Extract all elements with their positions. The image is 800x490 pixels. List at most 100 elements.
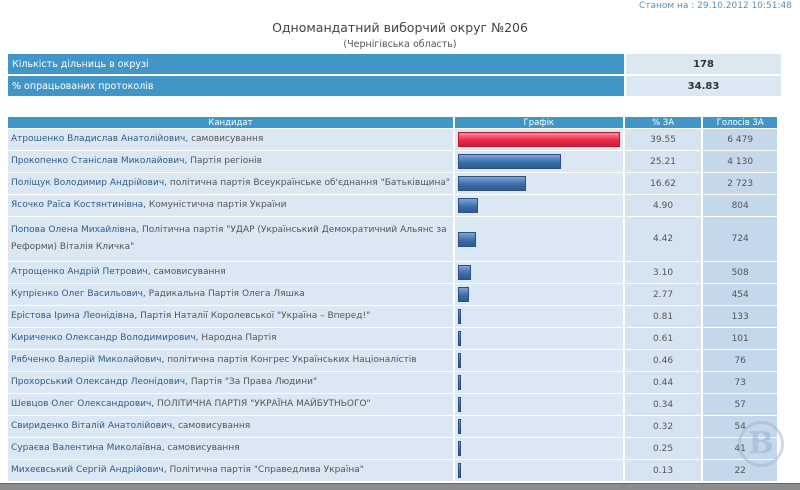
pct-cell: 2.77 — [624, 284, 702, 305]
table-row: Сураєва Валентина Миколаївна, самовисува… — [8, 438, 777, 459]
vote-bar — [457, 375, 461, 390]
pct-cell: 0.13 — [624, 460, 702, 481]
candidate-party: політична партія Конгрес Українських Нац… — [164, 355, 417, 365]
chart-cell — [454, 394, 623, 415]
vote-bar — [457, 154, 562, 169]
table-row: Рябченко Валерій Миколайович, політична … — [8, 350, 777, 371]
candidate-name: Атрощенко Андрій Петрович, — [11, 267, 151, 277]
vote-bar — [457, 265, 471, 280]
page-title: Одномандатний виборчий округ №206 — [272, 20, 528, 35]
vote-bar — [457, 441, 461, 456]
candidate-cell: Поліщук Володимир Андрійович, політична … — [8, 173, 453, 194]
summary-label: % опрацьованих протоколів — [8, 76, 626, 96]
summary-row-processed: % опрацьованих протоколів 34.83 — [8, 76, 781, 96]
candidate-name: Свириденко Віталій Анатолійович, — [11, 421, 176, 431]
votes-cell: 724 — [703, 217, 777, 261]
pct-cell: 16.62 — [624, 173, 702, 194]
table-row: Прокопенко Станіслав Миколайович, Партія… — [8, 151, 777, 172]
table-row: Прохорський Олександр Леонідович, Партія… — [8, 372, 777, 393]
votes-cell: 57 — [703, 394, 777, 415]
candidate-cell: Атрошенко Владислав Анатолійович, самови… — [8, 129, 453, 150]
header-candidate: Кандидат — [8, 117, 453, 128]
summary-label: Кількість дільниць в окрузі — [8, 54, 626, 74]
pct-cell: 4.90 — [624, 195, 702, 216]
candidate-cell: Шевцов Олег Олександрович, ПОЛІТИЧНА ПАР… — [8, 394, 453, 415]
votes-cell: 508 — [703, 262, 777, 283]
pct-cell: 39.55 — [624, 129, 702, 150]
candidate-cell: Кириченко Олександр Володимирович, Народ… — [8, 328, 453, 349]
candidate-party: самовисування — [150, 267, 226, 277]
table-row: Ерістова Ірина Леонідівна, Партія Наталі… — [8, 306, 777, 327]
chart-cell — [454, 438, 623, 459]
vote-bar — [457, 176, 526, 191]
pct-cell: 0.32 — [624, 416, 702, 437]
candidate-name: Шевцов Олег Олександрович, — [11, 399, 155, 409]
candidate-cell: Рябченко Валерій Миколайович, політична … — [8, 350, 453, 371]
candidate-cell: Сураєва Валентина Миколаївна, самовисува… — [8, 438, 453, 459]
table-row: Михеєвський Сергій Андрійович, Політична… — [8, 460, 777, 481]
candidate-party: Партія Наталії Королевської "Україна – В… — [137, 311, 371, 321]
vote-bar — [457, 132, 620, 147]
candidate-party: Політична партія "УДАР (Український Демо… — [11, 225, 447, 252]
pct-cell: 25.21 — [624, 151, 702, 172]
candidate-name: Купрієнко Олег Васильович, — [11, 289, 146, 299]
candidate-name: Попова Олена Михайлівна, — [11, 225, 140, 235]
votes-cell: 73 — [703, 372, 777, 393]
votes-cell: 76 — [703, 350, 777, 371]
candidate-party: Народна Партія — [198, 333, 277, 343]
votes-cell: 454 — [703, 284, 777, 305]
candidate-cell: Ясочко Раїса Костянтинівна, Комуністична… — [8, 195, 453, 216]
candidate-cell: Прокопенко Станіслав Миколайович, Партія… — [8, 151, 453, 172]
candidate-party: політична партія Всеукраїнське об'єднанн… — [167, 178, 451, 188]
table-row: Кириченко Олександр Володимирович, Народ… — [8, 328, 777, 349]
chart-cell — [454, 129, 623, 150]
vote-bar — [457, 397, 461, 412]
candidate-party: Комуністична партія України — [146, 200, 287, 210]
candidate-party: ПОЛІТИЧНА ПАРТІЯ "УКРАЇНА МАЙБУТНЬОГО" — [154, 399, 371, 409]
pct-cell: 0.25 — [624, 438, 702, 459]
watermark-logo: В — [738, 421, 784, 467]
table-row: Свириденко Віталій Анатолійович, самовис… — [8, 416, 777, 437]
candidate-name: Атрошенко Владислав Анатолійович, — [11, 134, 189, 144]
votes-cell: 4 130 — [703, 151, 777, 172]
page-subtitle: (Чернігівська область) — [343, 39, 457, 50]
pct-cell: 0.34 — [624, 394, 702, 415]
vote-bar — [457, 331, 461, 346]
candidate-cell: Ерістова Ірина Леонідівна, Партія Наталі… — [8, 306, 453, 327]
table-row: Шевцов Олег Олександрович, ПОЛІТИЧНА ПАР… — [8, 394, 777, 415]
header-chart: Графік — [454, 117, 623, 128]
candidate-party: самовисування — [188, 134, 264, 144]
vote-bar — [457, 231, 476, 247]
candidate-name: Поліщук Володимир Андрійович, — [11, 178, 168, 188]
chart-cell — [454, 195, 623, 216]
timestamp: Станом на : 29.10.2012 10:51:48 — [638, 1, 792, 11]
chart-cell — [454, 306, 623, 327]
vote-bar — [457, 287, 470, 302]
table-row: Атрощенко Андрій Петрович, самовисування… — [8, 262, 777, 283]
pct-cell: 0.61 — [624, 328, 702, 349]
candidate-party: самовисування — [164, 443, 240, 453]
vote-bar — [457, 198, 478, 213]
vote-bar — [457, 309, 462, 324]
vote-bar — [457, 419, 461, 434]
candidate-name: Кириченко Олександр Володимирович, — [11, 333, 199, 343]
candidate-cell: Свириденко Віталій Анатолійович, самовис… — [8, 416, 453, 437]
table-row: Купрієнко Олег Васильович, Радикальна Па… — [8, 284, 777, 305]
pct-cell: 0.44 — [624, 372, 702, 393]
chart-cell — [454, 262, 623, 283]
header-votes: Голосів ЗА — [703, 117, 777, 128]
chart-cell — [454, 217, 623, 261]
candidate-name: Ерістова Ірина Леонідівна, — [11, 311, 138, 321]
candidate-cell: Атрощенко Андрій Петрович, самовисування — [8, 262, 453, 283]
chart-cell — [454, 151, 623, 172]
vote-bar — [457, 463, 461, 478]
table-row: Поліщук Володимир Андрійович, політична … — [8, 173, 777, 194]
votes-cell: 133 — [703, 306, 777, 327]
chart-cell — [454, 350, 623, 371]
summary-value: 178 — [626, 54, 781, 74]
chart-cell — [454, 416, 623, 437]
candidate-name: Сураєва Валентина Миколаївна, — [11, 443, 165, 453]
pct-cell: 4.42 — [624, 217, 702, 261]
candidate-party: Партія регіонів — [187, 156, 262, 166]
chart-cell — [454, 173, 623, 194]
